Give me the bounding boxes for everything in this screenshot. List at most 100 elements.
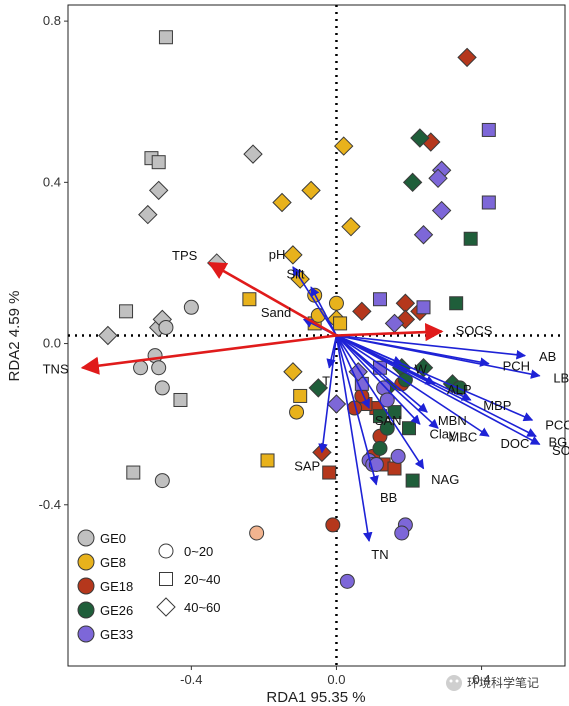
legend-label-ge0: GE0	[100, 531, 126, 546]
blue-arrow-san	[335, 335, 370, 409]
data-point-ge8-diamond	[301, 180, 321, 201]
legend: GE0 GE8 GE18 GE26 GE33 0~20 20~40 40~60	[77, 529, 221, 643]
arrow-label-tns: TNS	[43, 362, 69, 377]
arrow-label-alp: ALP	[447, 382, 472, 397]
arrow-label-ab: AB	[539, 349, 556, 364]
red-arrow-tns	[80, 334, 337, 375]
x-tick-label: -0.4	[180, 672, 202, 687]
data-point-ge18-diamond	[395, 293, 416, 313]
data-point-ge0-circle	[133, 360, 149, 376]
data-point-ge33-square	[372, 292, 387, 307]
data-point-ge18-square	[322, 465, 337, 480]
x-tick-label: 0.4	[473, 672, 491, 687]
data-point-ge0-diamond	[148, 180, 169, 201]
y-axis-title: RDA2 4.59 %	[6, 291, 23, 382]
arrow-label-ph: pH	[269, 247, 286, 262]
data-point-ge0-square	[158, 30, 173, 45]
y-tick-label: 0.4	[43, 174, 61, 189]
legend-swatch-ge18	[77, 577, 95, 595]
y-tick-label: 0.8	[43, 13, 61, 28]
y-tick-label: -0.4	[39, 497, 61, 512]
arrow-label-pch: PCH	[503, 358, 530, 373]
data-point-ge26-circle	[372, 440, 388, 456]
data-point-ge8-square	[333, 316, 348, 331]
legend-swatch-ge0	[77, 529, 95, 547]
data-point-ge8-circle	[289, 404, 305, 420]
data-point-ge0-square	[119, 304, 134, 319]
data-point-ge0-diamond	[98, 325, 118, 346]
arrow-label-bb: BB	[380, 490, 397, 505]
legend-label-ge33: GE33	[100, 627, 133, 642]
wechat-icon-eye	[449, 679, 453, 683]
arrow-label-tps: TPS	[172, 248, 198, 263]
legend-shape-circle	[158, 543, 174, 559]
blue-arrow-doc	[336, 334, 490, 437]
blue-arrow-silt	[310, 286, 338, 336]
data-point-ge26-diamond	[410, 128, 430, 148]
data-point-ge8-diamond	[341, 216, 361, 237]
data-point-ge0-square	[151, 155, 166, 170]
x-tick-label: 0.0	[327, 672, 345, 687]
data-point-ge8-square	[293, 388, 308, 403]
data-point-ge33-diamond	[431, 200, 452, 221]
data-point-ge0-circle	[154, 380, 170, 396]
blue-arrow-clay	[335, 334, 421, 425]
legend-shape-square	[159, 572, 173, 586]
data-point-ge8-square	[260, 453, 275, 468]
data-point-ge18-circle	[325, 517, 341, 533]
data-point-ge26-diamond	[402, 172, 423, 193]
data-point-ge33-circle	[394, 525, 410, 541]
legend-depth-label: 20~40	[184, 572, 221, 587]
data-point-ge33-circle	[390, 448, 406, 464]
legend-swatch-ge33	[77, 625, 95, 643]
arrow-label-mbn: MBN	[438, 413, 467, 428]
legend-swatch-ge26	[77, 601, 95, 619]
x-axis-title: RDA1 95.35 %	[266, 689, 365, 706]
data-point-ge8-diamond	[334, 136, 354, 156]
sample-points	[98, 30, 496, 589]
data-point-ge8-circle	[328, 295, 344, 311]
red-arrow-socs	[336, 323, 444, 342]
arrow-label-tn: TN	[371, 547, 388, 562]
data-point-ge33-circle	[368, 456, 384, 472]
data-point-ge33-circle	[379, 392, 395, 408]
blue-arrow-mbc	[335, 334, 439, 429]
blue-arrow-nag	[335, 335, 425, 470]
blue-arrow-bb	[335, 335, 379, 486]
arrow-label-soc: SOC	[552, 443, 569, 458]
arrow-label-clay: Clay	[429, 426, 456, 441]
blue-arrow-ph	[292, 266, 338, 336]
arrow-label-bg: BG	[548, 435, 567, 450]
data-point-ge33-diamond	[413, 225, 434, 245]
data-point-ge26-square	[372, 409, 387, 424]
data-point-ge26-square	[463, 231, 478, 246]
legend-label-ge26: GE26	[100, 603, 133, 618]
data-point-ge8-diamond	[272, 192, 292, 213]
arrow-label-doc: DOC	[500, 436, 529, 451]
blue-arrow-pch	[336, 334, 490, 367]
legend-label-ge8: GE8	[100, 555, 126, 570]
data-point-ge26-circle	[379, 420, 395, 436]
data-point-ge26-square	[402, 421, 417, 436]
wechat-icon	[446, 675, 462, 691]
environmental-arrows	[80, 261, 541, 543]
data-point-ge0-square	[126, 465, 141, 480]
arrow-label-sand: Sand	[261, 305, 291, 320]
legend-depth-label: 40~60	[184, 600, 221, 615]
wechat-icon-eye	[455, 679, 459, 683]
data-point-ge0-diamond	[138, 204, 158, 225]
data-point-ge0-diamond	[243, 144, 263, 164]
legend-label-ge18: GE18	[100, 579, 133, 594]
legend-swatch-ge8	[77, 553, 95, 571]
arrow-label-san: SAN	[375, 413, 402, 428]
data-point-ge18-diamond	[352, 301, 372, 322]
data-point-ge8-circle	[249, 525, 265, 541]
data-point-ge0-circle	[154, 473, 170, 489]
data-point-ge0-circle	[151, 360, 167, 376]
data-point-ge26-square	[387, 405, 402, 420]
data-point-ge26-square	[449, 296, 464, 311]
x-axis: -0.4 0.0 0.4	[180, 666, 491, 687]
data-point-ge26-square	[405, 473, 420, 488]
